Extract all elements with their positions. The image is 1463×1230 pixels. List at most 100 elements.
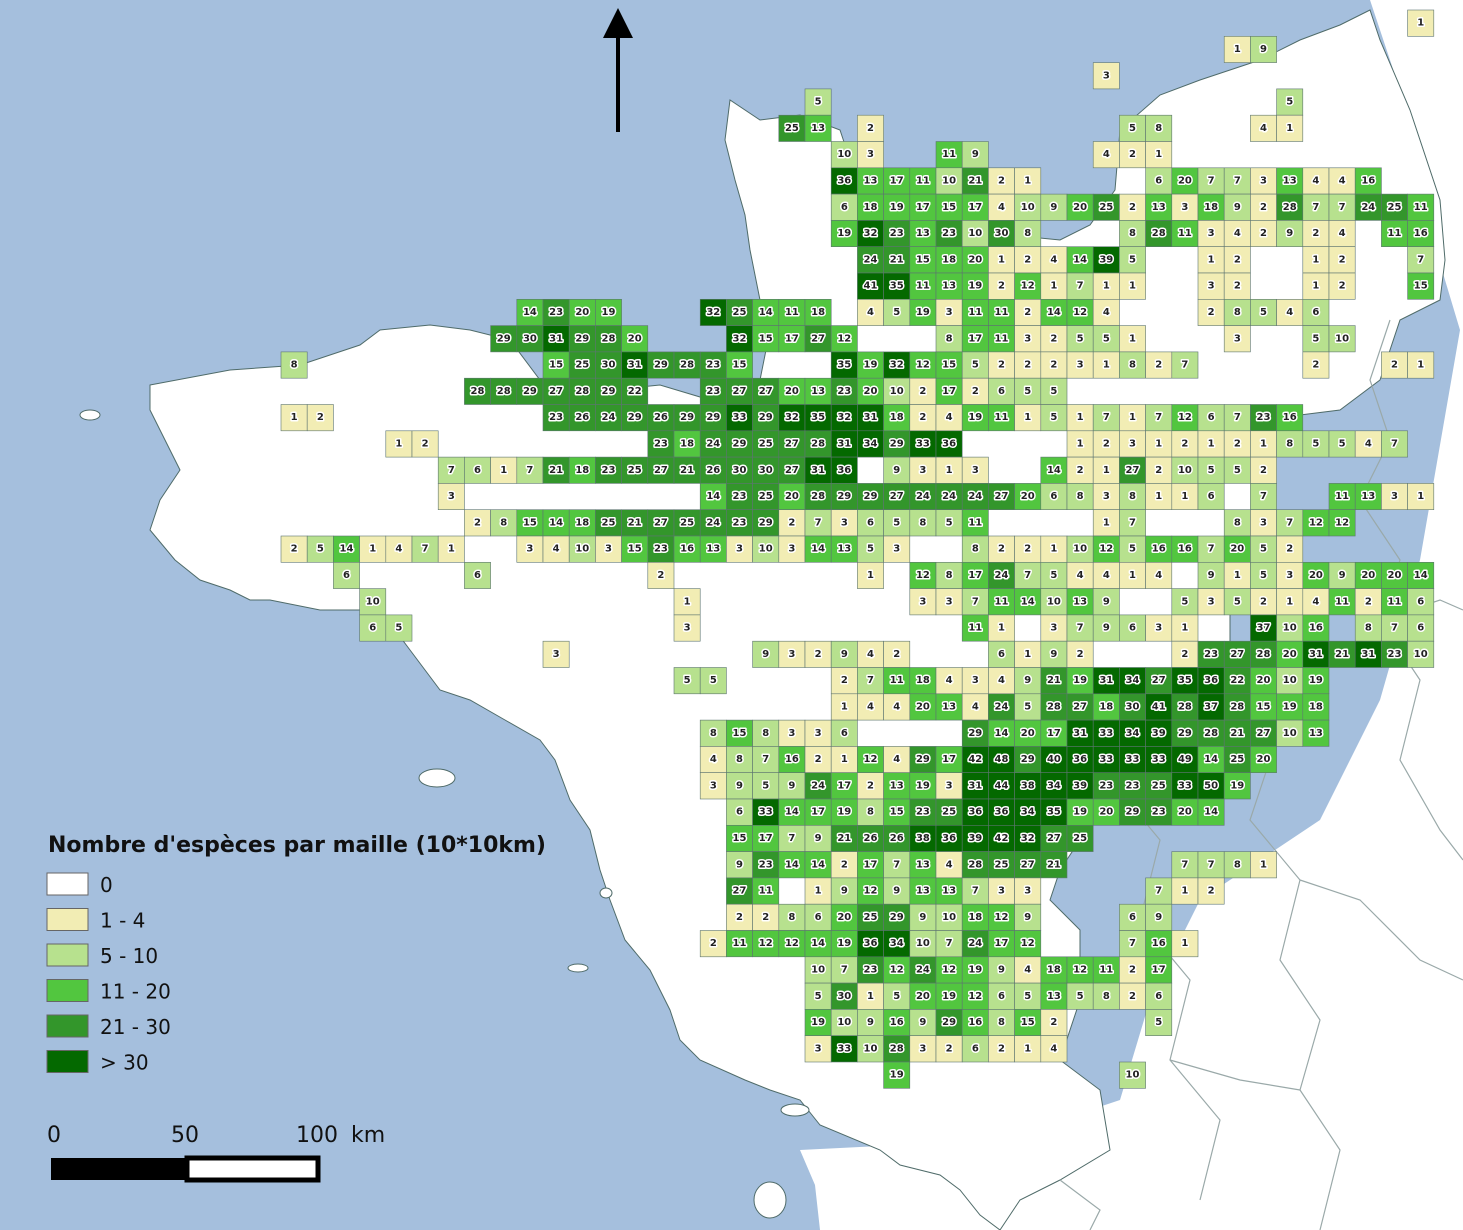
grid-cell: [961, 903, 989, 931]
cell-value-label: 6: [841, 202, 848, 213]
grid-cell: [1040, 404, 1068, 432]
cell-value-label: 9: [893, 465, 900, 476]
cell-value-label: 28: [811, 438, 825, 449]
legend-label: 21 - 30: [100, 1015, 171, 1039]
cell-value-label: 34: [1047, 780, 1061, 791]
cell-value-label: 15: [733, 360, 747, 371]
cell-value-label: 34: [1126, 728, 1140, 739]
grid-cell: [752, 430, 780, 458]
cell-value-label: 16: [1178, 544, 1192, 555]
grid-cell: [516, 456, 544, 484]
grid-cell: [1119, 719, 1146, 747]
cell-value-label: 7: [1155, 412, 1162, 423]
grid-cell: [1328, 220, 1356, 247]
grid-cell: [1250, 35, 1277, 63]
cell-value-label: 29: [759, 517, 773, 528]
grid-cell: [1197, 298, 1225, 326]
cell-value-label: 6: [841, 728, 848, 739]
cell-value-label: 1: [684, 596, 691, 607]
grid-cell: [857, 298, 884, 326]
cell-value-label: 15: [733, 833, 747, 844]
grid-cell: [1354, 640, 1382, 668]
cell-value-label: 5: [1050, 412, 1057, 423]
cell-value-label: 23: [549, 412, 563, 423]
cell-value-label: 26: [890, 833, 904, 844]
cell-value-label: 23: [706, 360, 720, 371]
grid-cell: [778, 772, 806, 800]
grid-cell: [1328, 483, 1356, 510]
cell-value-label: 27: [785, 438, 799, 449]
cell-value-label: 20: [1257, 675, 1271, 686]
cell-value-label: 2: [1339, 281, 1346, 292]
cell-value-label: 25: [1388, 202, 1402, 213]
grid-cell: [1276, 561, 1304, 589]
cell-value-label: 7: [1286, 517, 1293, 528]
grid-cell: [909, 824, 937, 852]
cell-value-label: 26: [706, 465, 720, 476]
grid-cell: [1040, 798, 1068, 826]
cell-value-label: 2: [1103, 438, 1110, 449]
cell-value-label: 14: [706, 491, 720, 502]
cell-value-label: 2: [1260, 228, 1267, 239]
cell-value-label: 15: [523, 517, 537, 528]
cell-value-label: 3: [736, 544, 743, 555]
cell-value-label: 9: [1024, 912, 1031, 923]
cell-value-label: 2: [1024, 360, 1031, 371]
grid-cell: [909, 772, 937, 800]
cell-value-label: 10: [916, 938, 930, 949]
cell-value-label: 1: [815, 886, 822, 897]
grid-cell: [411, 535, 439, 563]
cell-value-label: 6: [1155, 176, 1162, 187]
cell-value-label: 32: [864, 228, 878, 239]
cell-value-label: 19: [890, 1070, 904, 1081]
cell-value-label: 3: [841, 517, 848, 528]
grid-cell: [1276, 614, 1304, 642]
grid-cell: [961, 272, 989, 300]
cell-value-label: 19: [811, 1017, 825, 1028]
cell-value-label: 20: [1021, 491, 1035, 502]
cell-value-label: 10: [1021, 202, 1035, 213]
cell-value-label: 21: [968, 176, 982, 187]
cell-value-label: 1: [1155, 491, 1162, 502]
cell-value-label: 18: [968, 912, 982, 923]
grid-cell: [1040, 851, 1068, 879]
grid-cell: [542, 404, 570, 432]
grid-cell: [726, 404, 753, 432]
grid-cell: [1250, 851, 1277, 879]
cell-value-label: 3: [815, 728, 822, 739]
cell-value-label: 5: [1129, 123, 1136, 134]
cell-value-label: 7: [448, 465, 455, 476]
cell-value-label: 10: [837, 1017, 851, 1028]
grid-cell: [778, 483, 806, 510]
cell-value-label: 6: [1208, 412, 1215, 423]
grid-cell: [1328, 509, 1356, 537]
cell-value-label: 6: [1155, 991, 1162, 1002]
grid-cell: [306, 404, 334, 432]
grid-cell: [752, 483, 780, 510]
cell-value-label: 1: [1286, 123, 1293, 134]
cell-value-label: 9: [736, 780, 743, 791]
grid-cell: [1197, 746, 1225, 774]
grid-cell: [935, 588, 963, 616]
grid-cell: [1250, 167, 1277, 195]
cell-value-label: 16: [680, 544, 694, 555]
grid-cell: [909, 272, 937, 300]
grid-cell: [961, 167, 989, 195]
cell-value-label: 2: [1339, 254, 1346, 265]
cell-value-label: 16: [785, 754, 799, 765]
cell-value-label: 33: [733, 412, 747, 423]
grid-cell: [752, 298, 780, 326]
grid-cell: [830, 1035, 858, 1063]
legend-swatch: [46, 1014, 89, 1038]
grid-cell: [752, 798, 780, 826]
cell-value-label: 9: [1155, 912, 1162, 923]
cell-value-label: 12: [916, 570, 930, 581]
cell-value-label: 3: [1181, 202, 1188, 213]
cell-value-label: 7: [815, 517, 822, 528]
cell-value-label: 36: [1204, 675, 1218, 686]
grid-cell: [883, 1035, 911, 1063]
cell-value-label: 27: [759, 386, 773, 397]
grid-cell: [1092, 246, 1120, 274]
cell-value-label: 5: [1129, 544, 1136, 555]
grid-cell: [1040, 298, 1068, 326]
